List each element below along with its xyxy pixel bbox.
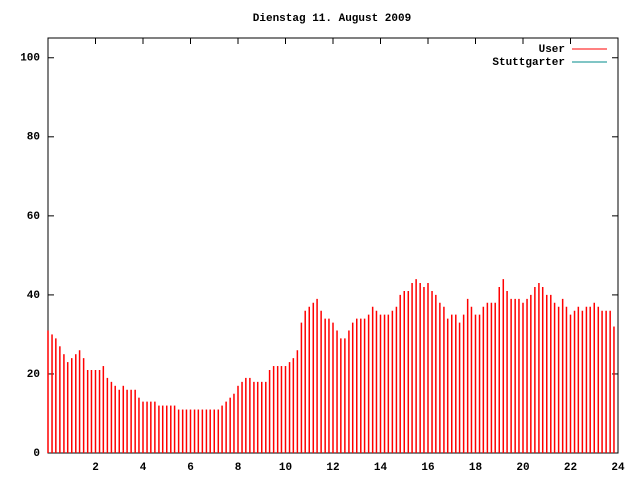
- legend-label: Stuttgarter: [492, 57, 565, 69]
- x-tick-label: 8: [235, 462, 242, 474]
- chart-title: Dienstag 11. August 2009: [253, 13, 411, 25]
- x-tick-label: 22: [564, 462, 577, 474]
- y-tick-label: 60: [27, 211, 40, 223]
- x-tick-label: 10: [279, 462, 292, 474]
- x-tick-label: 4: [140, 462, 147, 474]
- legend-label: User: [539, 44, 565, 56]
- x-tick-label: 6: [187, 462, 194, 474]
- x-tick-label: 18: [469, 462, 483, 474]
- x-tick-label: 12: [326, 462, 339, 474]
- x-tick-label: 2: [92, 462, 99, 474]
- x-tick-label: 16: [421, 462, 434, 474]
- x-tick-label: 20: [516, 462, 529, 474]
- x-tick-label: 14: [374, 462, 388, 474]
- y-tick-label: 0: [33, 448, 40, 460]
- y-tick-label: 80: [27, 132, 40, 144]
- x-tick-label: 24: [611, 462, 625, 474]
- y-tick-label: 20: [27, 369, 40, 381]
- y-tick-label: 40: [27, 290, 40, 302]
- y-tick-label: 100: [20, 53, 40, 65]
